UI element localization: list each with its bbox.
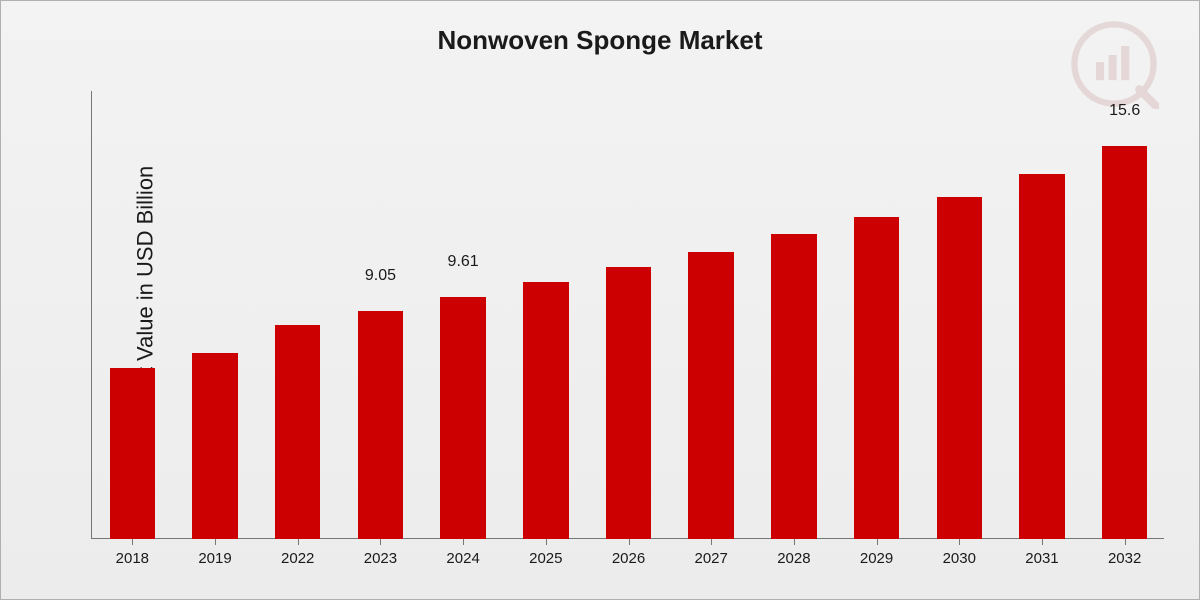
bar	[275, 325, 320, 539]
x-tick	[959, 539, 960, 545]
bar-value-label: 9.05	[365, 267, 396, 289]
x-tick	[546, 539, 547, 545]
x-tick	[215, 539, 216, 545]
bar-value-label: 15.6	[1109, 102, 1140, 124]
plot-area: 20182019202220239.0520249.61202520262027…	[91, 111, 1164, 539]
x-tick-label: 2028	[777, 550, 810, 567]
x-tick	[380, 539, 381, 545]
x-tick-label: 2030	[943, 550, 976, 567]
bar	[688, 252, 733, 539]
x-tick-label: 2023	[364, 550, 397, 567]
x-tick-label: 2026	[612, 550, 645, 567]
y-axis-line	[91, 91, 92, 539]
x-tick-label: 2025	[529, 550, 562, 567]
x-tick-label: 2031	[1025, 550, 1058, 567]
bar	[440, 297, 485, 539]
bar	[1019, 174, 1064, 539]
x-tick	[1042, 539, 1043, 545]
bar	[771, 234, 816, 539]
x-tick-label: 2019	[198, 550, 231, 567]
x-tick	[132, 539, 133, 545]
x-tick-label: 2032	[1108, 550, 1141, 567]
bar	[523, 282, 568, 539]
bar	[358, 311, 403, 539]
x-tick-label: 2022	[281, 550, 314, 567]
x-tick-label: 2024	[446, 550, 479, 567]
x-tick	[629, 539, 630, 545]
bar	[606, 267, 651, 539]
chart-container: Nonwoven Sponge Market Market Value in U…	[0, 0, 1200, 600]
x-tick	[794, 539, 795, 545]
x-tick	[463, 539, 464, 545]
bar	[937, 197, 982, 539]
x-tick-label: 2027	[695, 550, 728, 567]
bar	[110, 368, 155, 539]
bar	[192, 353, 237, 539]
bar-value-label: 9.61	[448, 253, 479, 275]
x-tick	[298, 539, 299, 545]
bar	[1102, 146, 1147, 539]
x-tick	[1125, 539, 1126, 545]
chart-title: Nonwoven Sponge Market	[1, 25, 1199, 56]
x-tick-label: 2029	[860, 550, 893, 567]
x-tick	[711, 539, 712, 545]
x-tick-label: 2018	[116, 550, 149, 567]
bar	[854, 217, 899, 539]
x-tick	[877, 539, 878, 545]
